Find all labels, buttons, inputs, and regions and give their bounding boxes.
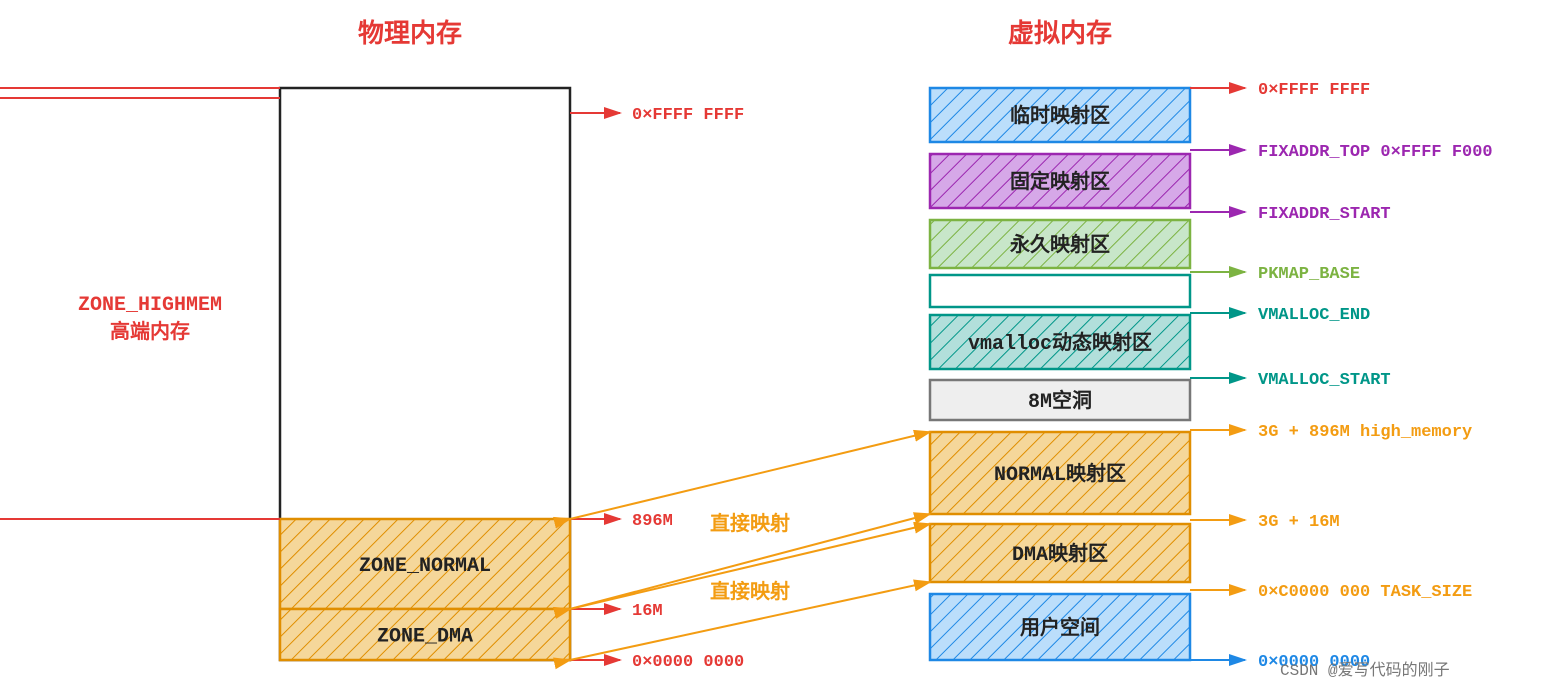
- vmarker-2-text: FIXADDR_START: [1258, 205, 1391, 224]
- vmarker-5-text: VMALLOC_START: [1258, 371, 1391, 390]
- phys-marker-16m-text: 16M: [632, 602, 663, 621]
- phys-marker-0000-text: 0×0000 0000: [632, 653, 744, 672]
- vmarker-7-text: 3G + 16M: [1258, 513, 1340, 532]
- vblock-temp_map-label: 临时映射区: [1010, 103, 1110, 129]
- vblock-dma_map-label: DMA映射区: [1012, 541, 1108, 567]
- vblock-perm_map-label: 永久映射区: [1009, 232, 1110, 258]
- zone-highmem-label-2: 高端内存: [110, 319, 190, 345]
- vblock-hole8m-label: 8M空洞: [1028, 388, 1092, 414]
- phys-marker-ffff-text: 0×FFFF FFFF: [632, 106, 744, 125]
- zone-highmem-label-1: ZONE_HIGHMEM: [78, 294, 222, 317]
- vblock-vmalloc-label: vmalloc动态映射区: [968, 330, 1152, 356]
- vblock-normal_map-label: NORMAL映射区: [994, 461, 1126, 487]
- zone-normal-label: ZONE_NORMAL: [359, 555, 491, 578]
- watermark: CSDN @爱写代码的刚子: [1280, 661, 1450, 680]
- map-normal-label: 直接映射: [710, 511, 790, 537]
- vmarker-0-text: 0×FFFF FFFF: [1258, 81, 1370, 100]
- memory-diagram: 物理内存 虚拟内存 ZONE_NORMAL ZONE_DMA ZONE_HIGHMEM高…: [0, 0, 1548, 692]
- map-normal-line-top: [570, 432, 930, 519]
- vmarker-6-text: 3G + 896M high_memory: [1258, 423, 1472, 442]
- map-dma-label: 直接映射: [710, 579, 790, 605]
- vblock-user-label: 用户空间: [1020, 615, 1100, 641]
- vblock-fixed_map-label: 固定映射区: [1010, 169, 1110, 195]
- vmarker-1-text: FIXADDR_TOP 0×FFFF F000: [1258, 143, 1493, 162]
- vmarker-4-text: VMALLOC_END: [1258, 306, 1370, 325]
- vmarker-8-text: 0×C0000 000 TASK_SIZE: [1258, 583, 1472, 602]
- title-virtual: 虚拟内存: [1008, 19, 1112, 50]
- zone-dma-label: ZONE_DMA: [377, 626, 473, 649]
- vblock-gap1-bg: [930, 275, 1190, 307]
- phys-marker-896m-text: 896M: [632, 512, 673, 531]
- vmarker-3-text: PKMAP_BASE: [1258, 265, 1360, 284]
- title-physical: 物理内存: [358, 19, 462, 50]
